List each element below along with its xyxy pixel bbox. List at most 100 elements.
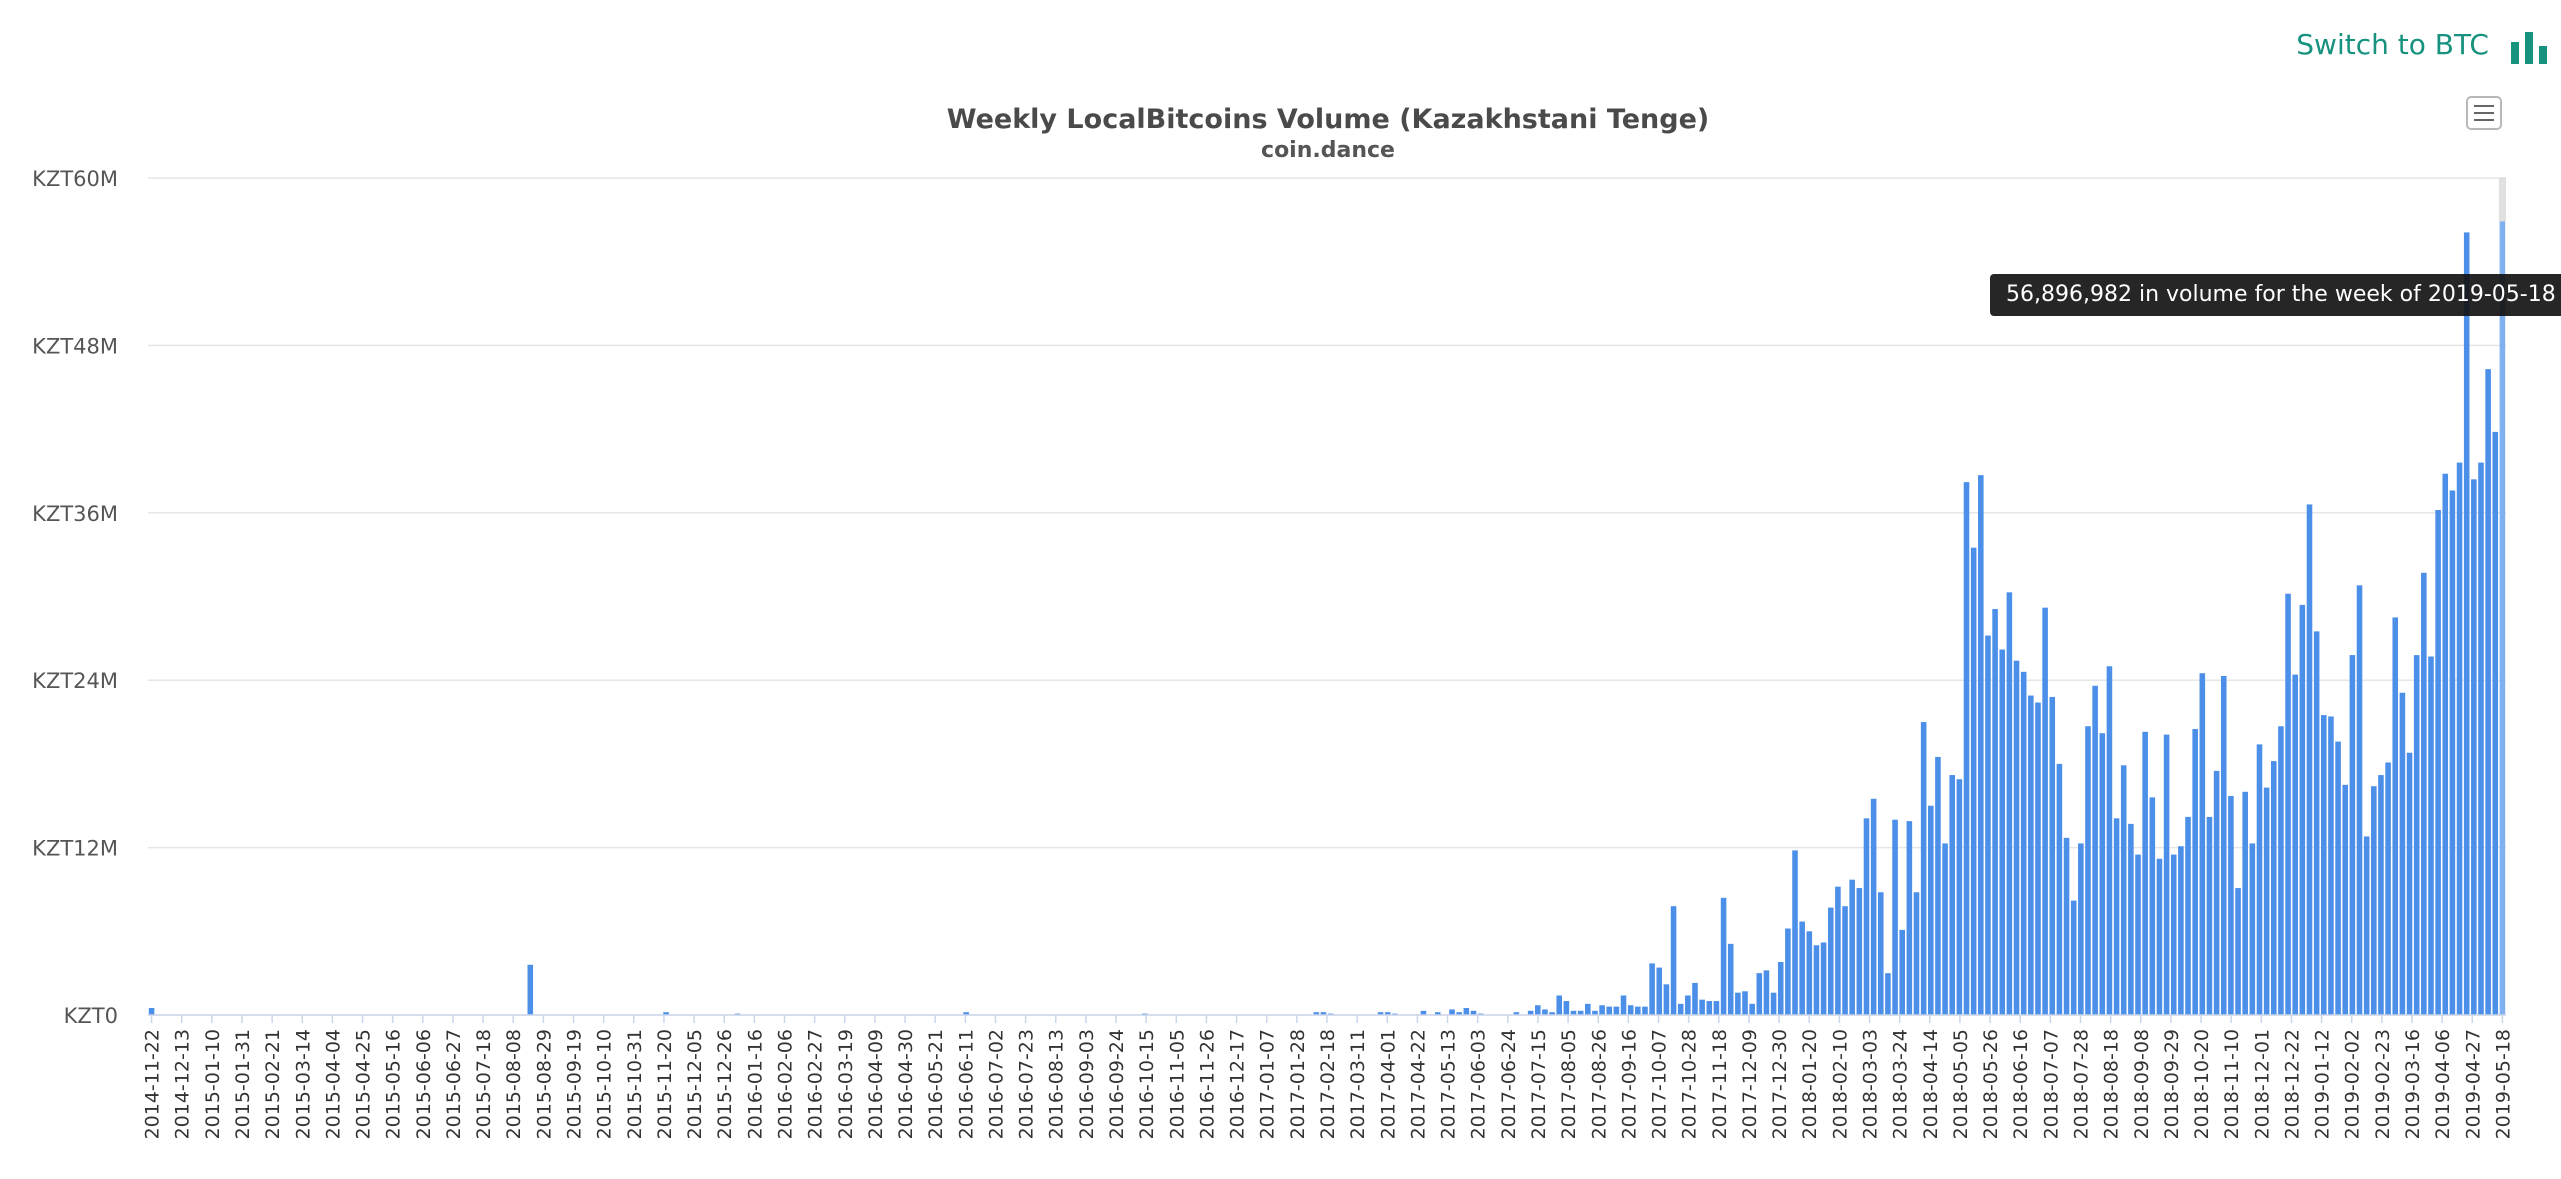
bar[interactable] (2256, 744, 2263, 1015)
bar[interactable] (1470, 1010, 1477, 1015)
bar[interactable] (1877, 892, 1884, 1015)
bar[interactable] (1699, 999, 1705, 1015)
bar[interactable] (2206, 816, 2213, 1015)
bar[interactable] (2106, 666, 2113, 1015)
bar[interactable] (2085, 726, 2091, 1015)
bar[interactable] (1599, 1005, 1605, 1015)
bar[interactable] (2249, 843, 2256, 1015)
bar[interactable] (2478, 462, 2484, 1016)
bar[interactable] (1620, 995, 1627, 1015)
bar[interactable] (2413, 655, 2420, 1015)
bar[interactable] (1563, 1001, 1570, 1015)
bar[interactable] (1649, 963, 1655, 1015)
bar[interactable] (1585, 1003, 1591, 1015)
bar[interactable] (1792, 850, 1798, 1015)
bar[interactable] (1742, 991, 1748, 1015)
bar[interactable] (2070, 900, 2077, 1015)
bar[interactable] (2371, 786, 2377, 1015)
bar[interactable] (2435, 510, 2441, 1015)
bar[interactable] (1320, 1012, 1327, 1015)
bar[interactable] (2406, 752, 2413, 1015)
bar[interactable] (2028, 695, 2034, 1015)
bar[interactable] (1835, 886, 1841, 1015)
bar[interactable] (1849, 879, 1855, 1015)
bar[interactable] (2263, 787, 2270, 1015)
bar[interactable] (2335, 741, 2341, 1015)
bar[interactable] (2449, 490, 2456, 1016)
bar[interactable] (1820, 942, 1827, 1015)
bar[interactable] (1663, 984, 1670, 1015)
bar[interactable] (1892, 819, 1898, 1015)
bar[interactable] (2278, 726, 2284, 1015)
bar[interactable] (2235, 888, 2241, 1015)
bar[interactable] (1384, 1012, 1391, 1015)
bar[interactable] (2321, 715, 2327, 1015)
bar[interactable] (1813, 945, 1820, 1015)
bar[interactable] (2042, 607, 2048, 1015)
bar[interactable] (1549, 1012, 1555, 1015)
bar[interactable] (2199, 673, 2206, 1015)
bar[interactable] (1670, 906, 1677, 1015)
bar[interactable] (1556, 995, 1563, 1015)
bar[interactable] (1592, 1010, 1598, 1015)
bar[interactable] (2092, 685, 2098, 1015)
bar[interactable] (1763, 970, 1770, 1015)
bar[interactable] (1720, 897, 1727, 1015)
bar[interactable] (2178, 846, 2184, 1015)
bar[interactable] (2242, 791, 2248, 1015)
bar[interactable] (2392, 617, 2399, 1015)
bar[interactable] (1928, 805, 1934, 1015)
bar-chart-icon[interactable] (2509, 28, 2549, 64)
bar[interactable] (2120, 765, 2127, 1015)
bar[interactable] (1606, 1006, 1613, 1015)
bar[interactable] (2099, 733, 2106, 1015)
bar[interactable] (1935, 756, 1941, 1015)
bar[interactable] (2035, 702, 2041, 1015)
bar[interactable] (1827, 907, 1834, 1015)
bar[interactable] (2149, 797, 2156, 1015)
bar[interactable] (2163, 734, 2170, 1015)
bar[interactable] (1806, 931, 1813, 1015)
bar[interactable] (2349, 655, 2356, 1015)
bar[interactable] (1906, 821, 1913, 1015)
bar[interactable] (2499, 221, 2506, 1015)
bar[interactable] (1527, 1010, 1534, 1015)
bar[interactable] (2049, 696, 2056, 1015)
bar[interactable] (1542, 1009, 1548, 1015)
bar[interactable] (2128, 823, 2134, 1015)
bar[interactable] (963, 1012, 969, 1015)
bar[interactable] (1656, 967, 1663, 1015)
bar[interactable] (2142, 731, 2148, 1015)
bar[interactable] (1920, 722, 1927, 1015)
bar[interactable] (2306, 504, 2313, 1015)
bar[interactable] (2328, 716, 2334, 1015)
bar[interactable] (1627, 1005, 1634, 1015)
bar[interactable] (2299, 604, 2306, 1015)
bar[interactable] (1870, 798, 1877, 1015)
bar[interactable] (2220, 676, 2227, 1015)
bar[interactable] (1456, 1012, 1462, 1015)
bar[interactable] (2342, 784, 2349, 1015)
bar[interactable] (1706, 1001, 1713, 1015)
chart-menu-button[interactable] (2466, 96, 2502, 130)
bar[interactable] (1535, 1005, 1541, 1015)
bar[interactable] (2428, 656, 2434, 1015)
bar[interactable] (2285, 593, 2291, 1015)
bar[interactable] (1963, 482, 1970, 1015)
bar[interactable] (1985, 635, 1991, 1015)
bar[interactable] (2421, 572, 2427, 1015)
bar[interactable] (2492, 431, 2499, 1015)
bar[interactable] (2192, 729, 2198, 1015)
bar[interactable] (1513, 1012, 1520, 1015)
bar[interactable] (1449, 1009, 1455, 1015)
bar[interactable] (2213, 770, 2220, 1016)
bar[interactable] (1749, 1003, 1755, 1015)
bar[interactable] (2006, 592, 2013, 1015)
bar[interactable] (2270, 761, 2277, 1015)
bar[interactable] (1577, 1010, 1584, 1015)
bar[interactable] (527, 964, 534, 1015)
bar[interactable] (1956, 779, 1963, 1015)
bar[interactable] (1727, 943, 1734, 1015)
bar[interactable] (2313, 631, 2320, 1016)
bar[interactable] (2356, 585, 2363, 1015)
